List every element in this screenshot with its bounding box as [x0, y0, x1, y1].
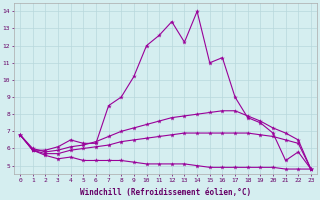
X-axis label: Windchill (Refroidissement éolien,°C): Windchill (Refroidissement éolien,°C): [80, 188, 251, 197]
